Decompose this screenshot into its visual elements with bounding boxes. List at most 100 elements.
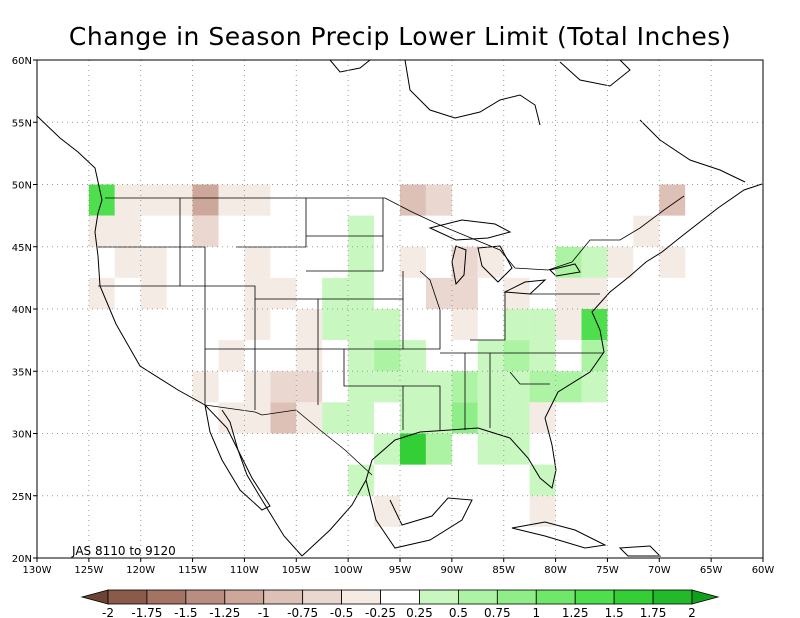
- grid-cell: [555, 277, 582, 309]
- colorbar-swatch: [224, 589, 265, 605]
- lake-ontario: [549, 263, 581, 277]
- state-line: [470, 292, 506, 341]
- lake-michigan: [451, 245, 467, 286]
- grid-cell: [425, 277, 452, 309]
- y-tick-label: 30N: [12, 430, 32, 441]
- map-title: Change in Season Precip Lower Limit (Tot…: [68, 22, 732, 51]
- colorbar-swatch: [263, 589, 304, 605]
- colorbar-swatch: [613, 589, 654, 605]
- x-tick-label: 110W: [230, 565, 259, 576]
- x-tick-label: 95W: [389, 565, 412, 576]
- colorbar-swatch: [107, 589, 148, 605]
- grid-cell: [581, 246, 608, 278]
- grid-cell: [451, 309, 478, 341]
- grid-cell: [270, 371, 297, 403]
- x-tick-label: 65W: [700, 565, 723, 576]
- grid-cell: [555, 309, 582, 341]
- cuba-coastline: [511, 521, 607, 549]
- state-line: [306, 236, 384, 272]
- colorbar-swatch: [185, 589, 226, 605]
- colorbar-label: -1: [258, 606, 270, 618]
- grid-cell: [555, 371, 582, 403]
- grid-cell: [270, 277, 297, 309]
- grid-cell: [244, 184, 271, 216]
- y-tick-label: 25N: [12, 492, 32, 503]
- atlantic-coastline: [544, 183, 763, 419]
- grid-cell: [348, 309, 375, 341]
- grid-cell: [607, 246, 634, 278]
- x-tick-label: 60W: [752, 565, 775, 576]
- colorbar-label: 1: [532, 606, 540, 618]
- colorbar-swatch: [419, 589, 459, 605]
- grid-cell: [114, 184, 141, 216]
- colorbar-label: 2: [688, 606, 696, 618]
- colorbar-swatch: [496, 589, 537, 605]
- grid-cell: [425, 184, 452, 216]
- gulf-coastline: [301, 417, 557, 557]
- alaska-coastline: [36, 115, 103, 214]
- grid-cell: [374, 340, 400, 372]
- grid-cell: [88, 277, 115, 309]
- grid-cell: [348, 371, 375, 403]
- y-tick-label: 45N: [12, 243, 32, 254]
- lat-lon-gridlines: [37, 60, 763, 558]
- x-tick-label: 105W: [282, 565, 311, 576]
- grid-cell: [529, 309, 556, 341]
- grid-cell: [270, 402, 297, 434]
- colorbar-swatch: [574, 589, 615, 605]
- grid-cell: [477, 246, 504, 278]
- labrador-coastline: [639, 119, 746, 183]
- grid-cell: [555, 246, 582, 278]
- grid-cell: [348, 277, 375, 309]
- state-line: [509, 371, 550, 385]
- axis-ticks: 130W 125W 120W 115W 110W 105W 100W 95W 90W 85W 80W…: [12, 56, 775, 576]
- colorbar-swatch: [535, 589, 576, 605]
- colorbar-swatch: [380, 589, 420, 605]
- colorbar-max-arrow: [691, 589, 720, 605]
- colorbar-label: -2: [102, 606, 114, 618]
- x-tick-label: 125W: [74, 565, 103, 576]
- grid-cell: [477, 433, 504, 465]
- grid-cell: [374, 371, 400, 403]
- grid-cell: [529, 402, 556, 434]
- grid-cell: [218, 340, 245, 372]
- grid-cell: [218, 184, 245, 216]
- x-tick-label: 90W: [441, 565, 464, 576]
- political-border-layer: [98, 195, 685, 476]
- grid-cell: [503, 402, 530, 434]
- colorbar-swatch: [652, 589, 693, 605]
- colorbar-label: 1.25: [562, 606, 589, 618]
- grid-cell: [374, 309, 400, 341]
- grid-cell: [322, 402, 349, 434]
- colorbar-label: -0.25: [365, 606, 396, 618]
- grid-cell: [348, 215, 375, 247]
- state-line: [98, 246, 206, 405]
- grid-cell: [140, 277, 167, 309]
- grid-cell: [425, 402, 452, 434]
- pacific-coastline: [94, 212, 303, 557]
- grid-cell: [529, 495, 556, 527]
- grid-cell: [114, 215, 141, 247]
- x-tick-label: 100W: [334, 565, 363, 576]
- grid-cell: [348, 340, 375, 372]
- state-line: [236, 198, 307, 248]
- y-tick-label: 20N: [12, 554, 32, 565]
- grid-cell: [348, 246, 375, 278]
- grid-cell: [322, 277, 349, 309]
- y-tick-label: 55N: [12, 118, 32, 129]
- colorbar-label: 0.75: [484, 606, 511, 618]
- colorbar-swatch: [302, 589, 342, 605]
- colorbar-label: -1.5: [174, 606, 197, 618]
- colorbar-label: -1.75: [131, 606, 162, 618]
- grid-cell: [633, 215, 660, 247]
- lake-erie: [503, 279, 547, 295]
- grid-cell: [192, 371, 219, 403]
- grid-cell: [659, 246, 686, 278]
- grid-cell: [503, 433, 530, 465]
- grid-cell: [425, 371, 452, 403]
- grid-cell: [581, 371, 608, 403]
- hispaniola-coastline: [618, 545, 662, 557]
- grid-cell: [244, 277, 271, 309]
- grid-cell: [348, 402, 375, 434]
